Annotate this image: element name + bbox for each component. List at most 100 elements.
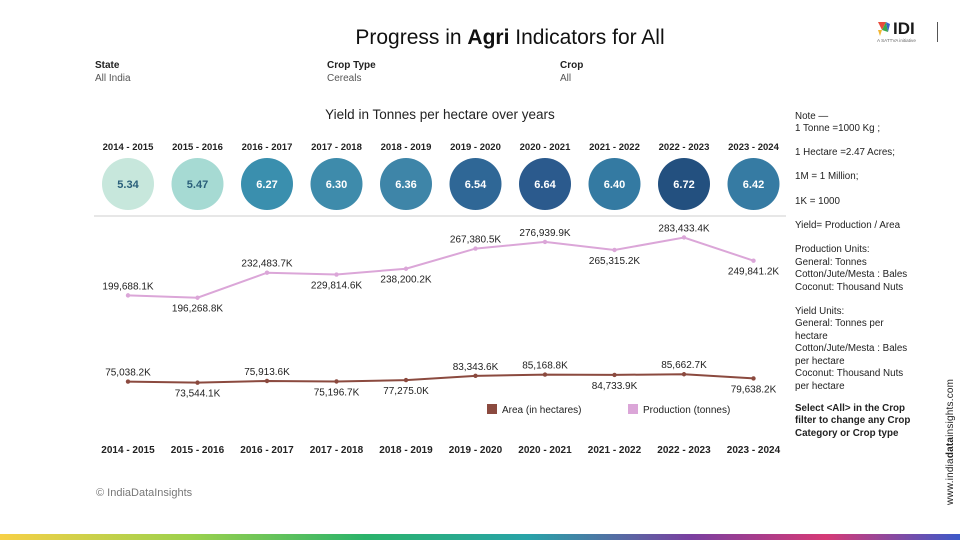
area-data-label: 79,638.2K: [731, 384, 777, 395]
yield-year-label: 2018 - 2019: [381, 142, 432, 153]
yield-value-label: 6.30: [326, 179, 347, 191]
idi-logo: IDI A SATTVA initiative: [877, 19, 916, 43]
area-point: [125, 379, 131, 384]
chart-legend: Area (in hectares) Production (tonnes): [487, 404, 730, 416]
note-line: Production Units: General: Tonnes Cotton…: [795, 244, 908, 293]
yield-value-label: 6.42: [743, 179, 764, 191]
yield-bubble: [102, 158, 154, 210]
x-axis: 2014 - 2015 2015 - 2016 2016 - 2017 2017 - …: [101, 445, 780, 456]
yield-year-label: 2021 - 2022: [589, 142, 640, 153]
yield-bubble-chart: 2014 - 2015 5.34 2015 - 2016 5.47 2016 - 201…: [102, 142, 780, 210]
production-data-label: 283,433.4K: [658, 223, 709, 234]
area-point: [751, 376, 756, 381]
production-point: [195, 295, 200, 300]
area-data-label: 75,196.7K: [314, 387, 360, 398]
yield-bubble: [588, 158, 641, 210]
yield-year-label: 2022 - 2023: [659, 142, 710, 153]
filter-crop-type-label: Crop Type: [327, 60, 376, 71]
area-point: [542, 372, 548, 377]
production-point: [542, 239, 548, 245]
filter-crop[interactable]: Crop All: [560, 60, 583, 84]
area-series-line: [127, 373, 754, 384]
logo-tagline: A SATTVA initiative: [877, 38, 916, 43]
area-point: [403, 377, 409, 383]
yield-value-label: 6.64: [534, 179, 556, 191]
yield-bubble: [241, 158, 293, 210]
yield-year-label: 2023 - 2024: [728, 142, 779, 153]
filter-state-label: State: [95, 60, 120, 71]
production-point: [334, 272, 339, 277]
yield-year-label: 2017 - 2018: [311, 142, 362, 153]
yield-value-label: 6.72: [673, 179, 694, 191]
yield-chart-title: Yield in Tonnes per hectare over years: [325, 107, 555, 122]
production-point: [403, 266, 409, 271]
filter-crop-label: Crop: [560, 60, 584, 71]
area-data-label: 85,168.8K: [522, 361, 568, 372]
production-data-label: 267,380.5K: [450, 235, 501, 246]
x-axis-tick-label: 2015 - 2016: [171, 445, 225, 456]
production-point: [681, 235, 687, 240]
yield-value-label: 6.27: [256, 179, 277, 191]
production-data-label: 265,315.2K: [589, 256, 640, 267]
production-point: [612, 247, 617, 253]
logo-divider: [937, 22, 938, 42]
production-data-label: 199,688.1K: [102, 281, 153, 292]
yield-value-label: 6.40: [604, 179, 625, 191]
production-data-label: 276,939.9K: [519, 228, 570, 239]
yield-bubble: [310, 158, 363, 210]
yield-year-label: 2020 - 2021: [520, 142, 571, 153]
production-data-label: 229,814.6K: [311, 281, 362, 292]
production-point: [473, 246, 478, 251]
yield-year-label: 2016 - 2017: [242, 142, 293, 153]
legend-swatch-production: [628, 404, 638, 414]
website-watermark[interactable]: www.indiadatainsights.com: [945, 378, 956, 505]
area-point: [264, 378, 270, 384]
area-point: [612, 372, 617, 378]
area-data-label: 73,544.1K: [175, 389, 221, 400]
x-axis-tick-label: 2021 - 2022: [588, 445, 642, 456]
x-axis-tick-label: 2023 - 2024: [727, 445, 781, 456]
area-point: [681, 372, 687, 377]
x-axis-tick-label: 2018 - 2019: [379, 445, 433, 456]
note-line: Note — 1 Tonne =1000 Kg ;: [795, 111, 881, 135]
area-data-label: 85,662.7K: [661, 360, 707, 371]
x-axis-tick-label: 2014 - 2015: [101, 445, 155, 456]
yield-bubble: [380, 158, 432, 210]
yield-value-label: 6.54: [465, 179, 487, 191]
yield-value-label: 5.34: [117, 179, 139, 191]
area-point: [334, 379, 339, 384]
yield-year-label: 2014 - 2015: [103, 142, 154, 153]
area-data-label: 75,913.6K: [244, 367, 290, 378]
note-line: Yield Units: General: Tonnes per hectare…: [795, 306, 908, 392]
yield-bubble: [449, 158, 502, 210]
brand-color-bar: [0, 534, 960, 540]
notes-panel: Note — 1 Tonne =1000 Kg ; 1 Hectare =2.4…: [795, 111, 935, 440]
area-point: [195, 380, 200, 385]
note-line: Yield= Production / Area: [795, 220, 901, 232]
production-point: [751, 258, 756, 263]
yield-year-label: 2019 - 2020: [450, 142, 501, 153]
legend-label-production: Production (tonnes): [643, 405, 730, 416]
copyright-text: © IndiaDataInsights: [96, 487, 193, 499]
x-axis-tick-label: 2020 - 2021: [518, 445, 572, 456]
page-title: Progress in Agri Indicators for All: [355, 26, 665, 49]
yield-value-label: 6.36: [395, 179, 416, 191]
yield-bubble: [727, 158, 780, 210]
note-line: 1M = 1 Million;: [795, 171, 859, 183]
yield-bubble: [171, 158, 224, 210]
filter-crop-type[interactable]: Crop Type Cereals: [327, 60, 376, 84]
filter-state-value[interactable]: All India: [95, 73, 131, 84]
area-data-label: 83,343.6K: [453, 362, 499, 373]
x-axis-tick-label: 2019 - 2020: [449, 445, 503, 456]
yield-bubble: [658, 158, 710, 210]
production-data-label: 196,268.8K: [172, 304, 223, 315]
filter-crop-type-value[interactable]: Cereals: [327, 73, 362, 84]
filter-state[interactable]: State All India: [95, 60, 131, 84]
area-point: [473, 373, 478, 379]
production-point: [125, 293, 131, 298]
filter-crop-value[interactable]: All: [560, 73, 572, 84]
note-line: 1K = 1000: [795, 195, 840, 207]
note-line: 1 Hectare =2.47 Acres;: [795, 146, 895, 158]
x-axis-tick-label: 2022 - 2023: [657, 445, 711, 456]
